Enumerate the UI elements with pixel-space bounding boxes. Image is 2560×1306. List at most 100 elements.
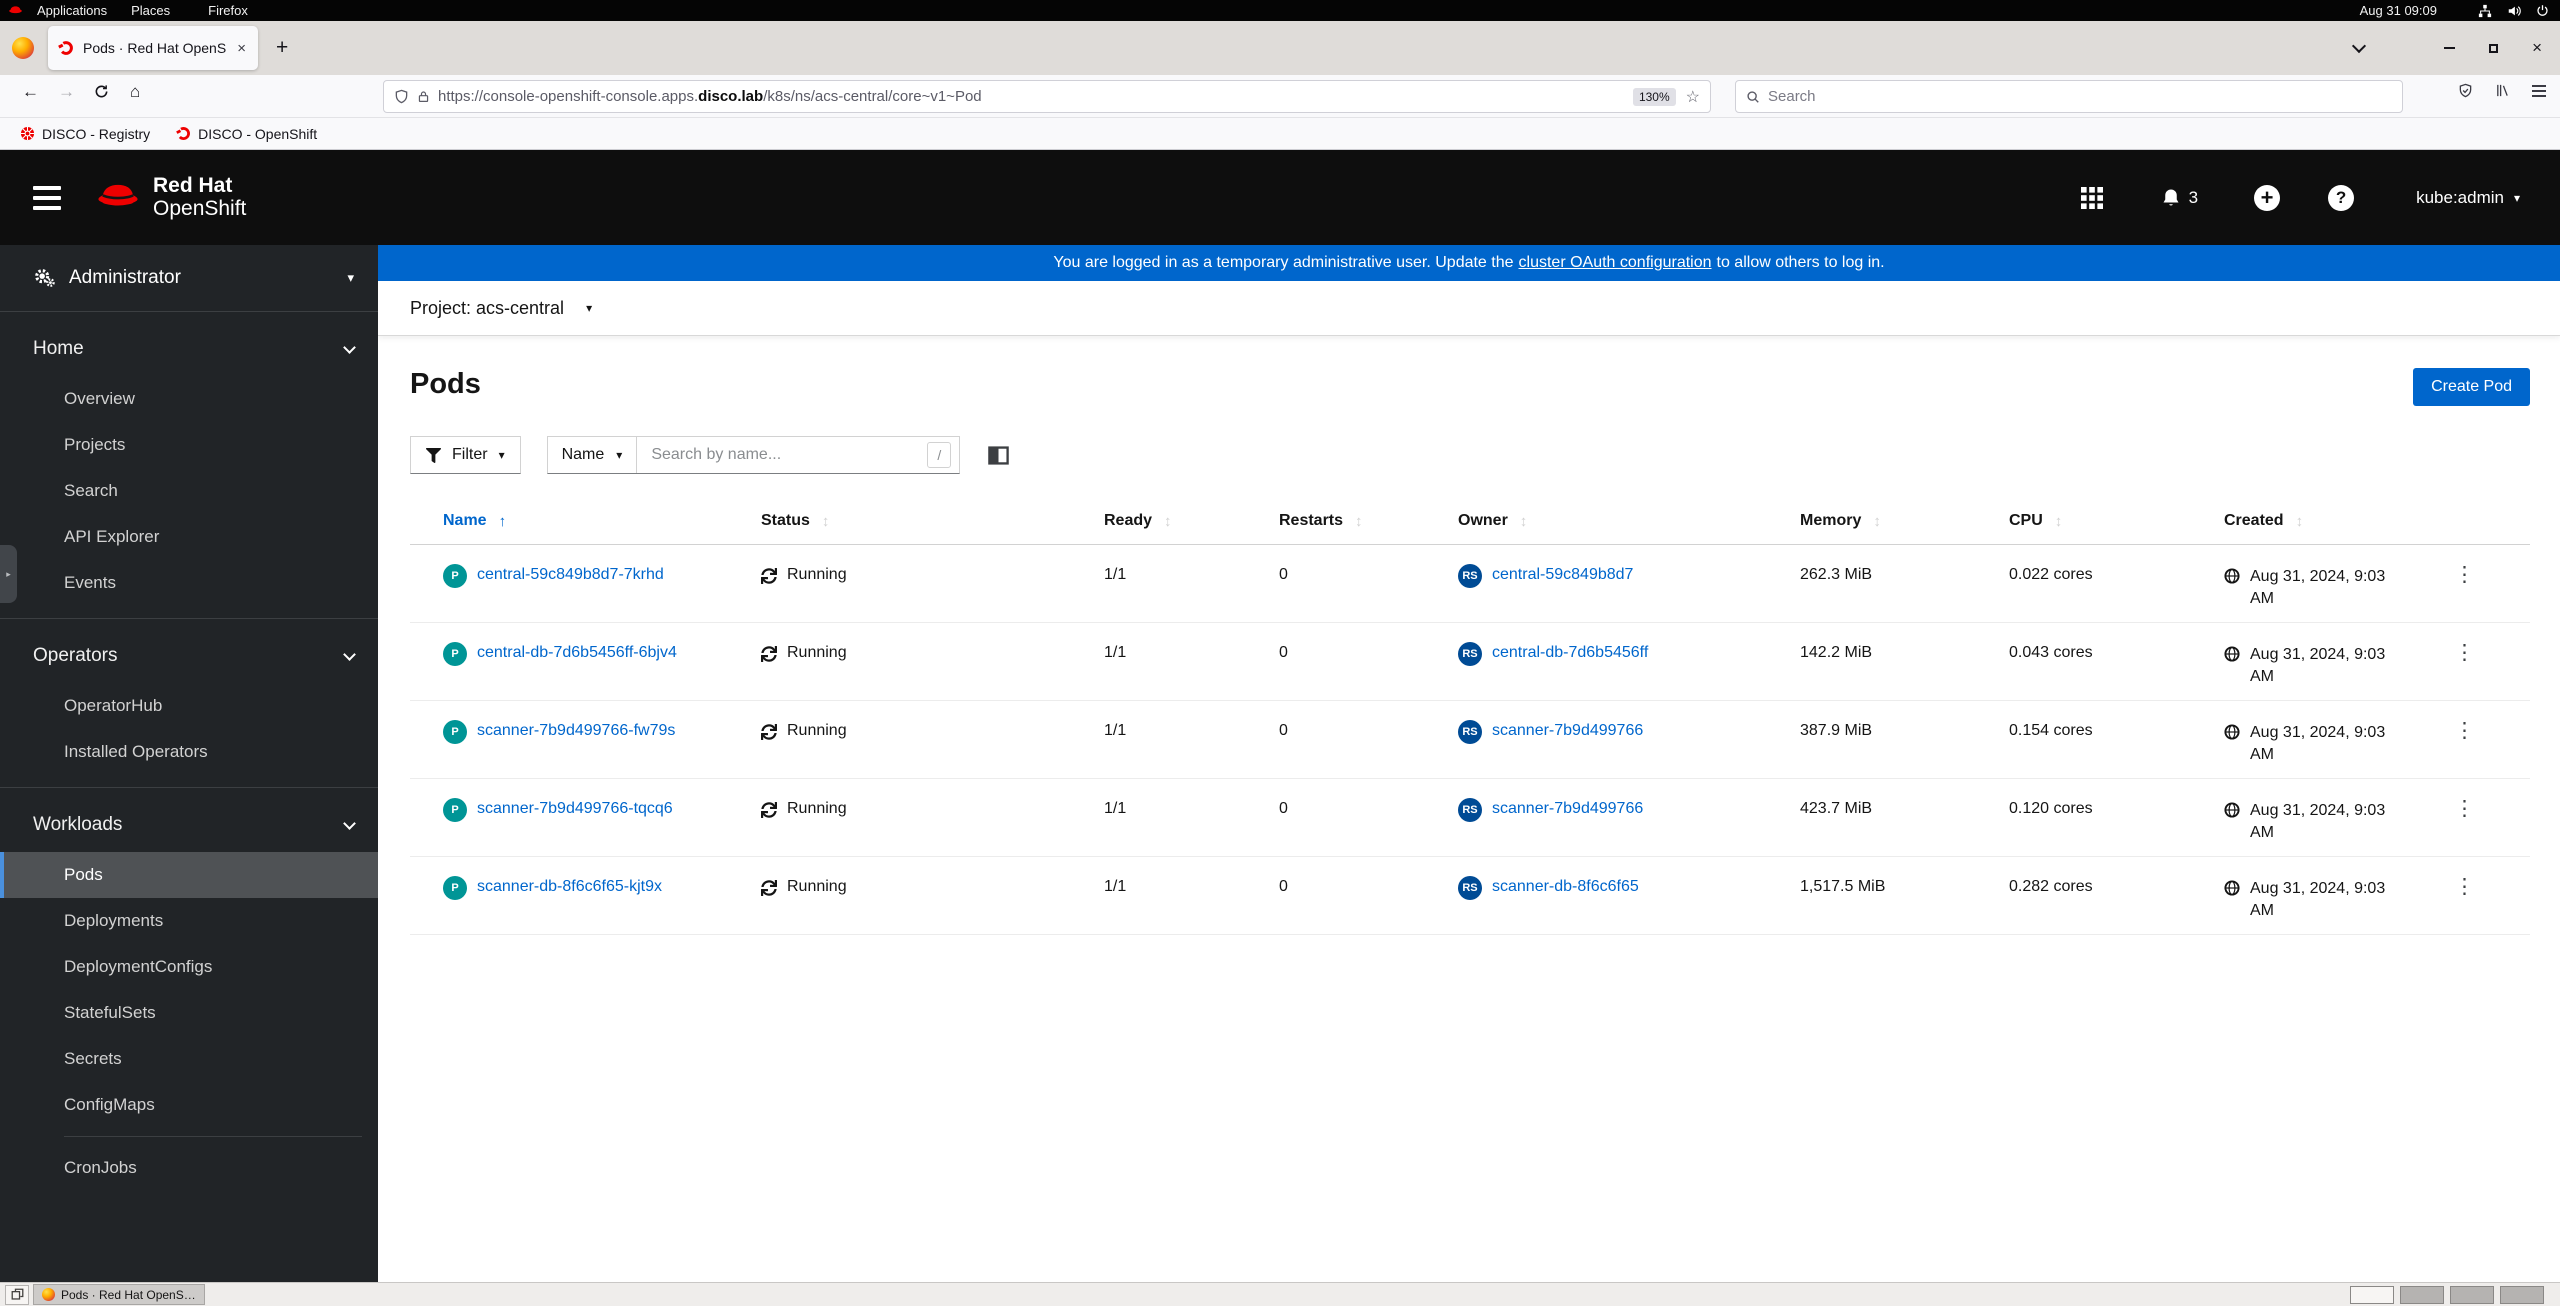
browser-tab[interactable]: Pods · Red Hat OpenShift × [48, 26, 258, 70]
library-icon[interactable] [2495, 83, 2510, 98]
maximize-button[interactable] [2489, 43, 2499, 53]
pod-link[interactable]: scanner-db-8f6c6f65-kjt9x [477, 878, 662, 895]
kebab-menu-icon[interactable]: ⋮ [2454, 641, 2475, 664]
sidebar-item-events[interactable]: Events [64, 573, 116, 592]
menu-firefox[interactable]: Firefox [208, 3, 248, 18]
sidebar-item-search[interactable]: Search [64, 481, 118, 500]
sidebar-item-secrets[interactable]: Secrets [64, 1049, 122, 1068]
user-menu[interactable]: kube:admin ▾ [2416, 188, 2520, 208]
kebab-menu-icon[interactable]: ⋮ [2454, 797, 2475, 820]
sidebar-item-configmaps[interactable]: ConfigMaps [64, 1095, 155, 1114]
column-header-name[interactable]: Name ↑ [410, 500, 761, 544]
oauth-config-link[interactable]: cluster OAuth configuration [1518, 254, 1712, 271]
owner-link[interactable]: scanner-7b9d499766 [1492, 722, 1644, 739]
notifications-button[interactable]: 3 [2161, 188, 2198, 208]
bookmark-disco-registry[interactable]: DISCO - Registry [20, 126, 150, 142]
sidebar-item-cronjobs[interactable]: CronJobs [64, 1158, 137, 1177]
taskbar-window-title: Pods · Red Hat OpenShift — Mozil... [61, 1287, 196, 1302]
window-list-icon[interactable] [5, 1284, 29, 1305]
sidebar-item-pods[interactable]: Pods [0, 852, 378, 898]
kebab-menu-icon[interactable]: ⋮ [2454, 875, 2475, 898]
create-pod-button[interactable]: Create Pod [2413, 368, 2530, 406]
pod-link[interactable]: scanner-7b9d499766-tqcq6 [477, 800, 673, 817]
column-header-created[interactable]: Created ↕ [2224, 500, 2446, 544]
kebab-menu-icon[interactable]: ⋮ [2454, 719, 2475, 742]
shield-icon[interactable] [394, 89, 409, 104]
list-tabs-icon[interactable] [2351, 38, 2367, 54]
owner-link[interactable]: central-59c849b8d7 [1492, 566, 1634, 583]
search-by-name-input[interactable] [637, 437, 928, 473]
brand-logo[interactable]: Red Hat OpenShift [95, 175, 246, 219]
minimize-button[interactable] [2444, 47, 2456, 49]
app-launcher-icon[interactable] [2080, 186, 2103, 209]
workspace-1[interactable] [2350, 1285, 2394, 1304]
pod-link[interactable]: central-59c849b8d7-7krhd [477, 566, 664, 583]
desktop-clock[interactable]: Aug 31 09:09 [2359, 3, 2437, 18]
pod-link[interactable]: scanner-7b9d499766-fw79s [477, 722, 676, 739]
help-icon[interactable]: ? [2328, 184, 2355, 211]
taskbar-window-button[interactable]: Pods · Red Hat OpenShift — Mozil... [33, 1284, 205, 1305]
nav-group-workloads[interactable]: Workloads [0, 798, 378, 852]
owner-link[interactable]: scanner-db-8f6c6f65 [1492, 878, 1639, 895]
back-icon[interactable]: ← [22, 82, 39, 101]
url-text[interactable]: https://console-openshift-console.apps.d… [438, 88, 1633, 105]
menu-places[interactable]: Places [131, 3, 171, 18]
url-bar[interactable]: https://console-openshift-console.apps.d… [383, 80, 1711, 113]
power-icon[interactable] [2535, 3, 2550, 18]
column-label: Status [761, 512, 810, 529]
sidebar-item-overview[interactable]: Overview [64, 389, 135, 408]
nav-group-home[interactable]: Home [0, 322, 378, 376]
caret-down-icon: ▾ [616, 448, 623, 462]
close-window-button[interactable]: × [2532, 38, 2542, 57]
browser-search-bar[interactable] [1735, 80, 2403, 113]
manage-columns-button[interactable] [988, 445, 1010, 466]
cell-status: Running [761, 857, 1104, 896]
forward-icon[interactable]: → [58, 82, 75, 101]
column-header-status[interactable]: Status ↕ [761, 500, 1104, 544]
column-header-cpu[interactable]: CPU ↕ [2009, 500, 2224, 544]
column-header-owner[interactable]: Owner ↕ [1458, 500, 1800, 544]
column-header-memory[interactable]: Memory ↕ [1800, 500, 2009, 544]
tab-close-icon[interactable]: × [237, 39, 246, 57]
sidebar-item-projects[interactable]: Projects [64, 435, 126, 454]
sidebar-item-deployments[interactable]: Deployments [64, 911, 164, 930]
workspace-2[interactable] [2400, 1285, 2444, 1304]
sidebar-item-deploymentconfigs[interactable]: DeploymentConfigs [64, 957, 213, 976]
menu-applications[interactable]: Applications [37, 3, 108, 18]
column-header-ready[interactable]: Ready ↕ [1104, 500, 1279, 544]
bookmark-star-icon[interactable]: ☆ [1685, 88, 1700, 106]
sidebar-item-statefulsets[interactable]: StatefulSets [64, 1003, 156, 1022]
sidebar-toggle-icon[interactable] [33, 185, 61, 210]
protections-icon[interactable] [2458, 83, 2473, 98]
sidebar-item-installed-operators[interactable]: Installed Operators [64, 742, 208, 761]
menu-icon[interactable] [2532, 84, 2546, 97]
owner-link[interactable]: scanner-7b9d499766 [1492, 800, 1644, 817]
notification-drawer-handle[interactable]: ▸ [0, 545, 17, 603]
network-icon[interactable] [2477, 3, 2492, 18]
cell-status: Running [761, 623, 1104, 662]
reload-icon[interactable] [94, 84, 109, 104]
lock-icon[interactable] [417, 90, 430, 103]
search-type-dropdown[interactable]: Name ▾ [548, 437, 638, 473]
column-header-restarts[interactable]: Restarts ↕ [1279, 500, 1458, 544]
kebab-menu-icon[interactable]: ⋮ [2454, 563, 2475, 586]
zoom-level-badge[interactable]: 130% [1632, 87, 1676, 106]
browser-search-input[interactable] [1768, 88, 2392, 105]
new-tab-button[interactable]: + [276, 36, 289, 59]
home-icon[interactable]: ⌂ [130, 82, 141, 101]
cell-owner: RS central-db-7d6b5456ff [1458, 623, 1800, 666]
workspace-4[interactable] [2500, 1285, 2544, 1304]
volume-icon[interactable] [2506, 3, 2521, 18]
owner-link[interactable]: central-db-7d6b5456ff [1492, 644, 1649, 661]
sidebar-item-operatorhub[interactable]: OperatorHub [64, 696, 163, 715]
pod-link[interactable]: central-db-7d6b5456ff-6bjv4 [477, 644, 677, 661]
workspace-3[interactable] [2450, 1285, 2494, 1304]
perspective-switcher[interactable]: Administrator ▾ [0, 245, 378, 312]
sidebar-item-api-explorer[interactable]: API Explorer [64, 527, 160, 546]
project-selector[interactable]: Project: acs-central ▾ [378, 281, 2560, 336]
quick-create-icon[interactable]: + [2254, 184, 2281, 211]
filter-dropdown[interactable]: Filter ▾ [410, 436, 521, 474]
nav-group-operators[interactable]: Operators [0, 629, 378, 683]
list-toolbar: Filter ▾ Name ▾ / [410, 436, 2530, 474]
bookmark-disco-openshift[interactable]: DISCO - OpenShift [176, 126, 317, 142]
